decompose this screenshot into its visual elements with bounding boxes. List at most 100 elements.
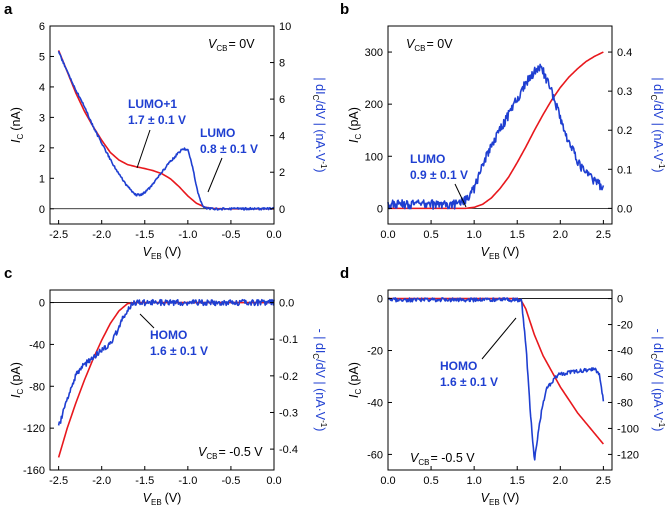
panel-c-axes: -2.5 -2.0 -1.5 -1.0 -0.5 0.0 0 -40 -80 -120 -160 0.… xyxy=(9,289,328,507)
panel-a-ytick-label: 5 xyxy=(39,51,45,63)
panel-b-y2tick-label: 0.2 xyxy=(617,125,632,137)
panel-b-y2tick-label: 0.4 xyxy=(617,47,632,59)
panel-c-y2label: - | dIC/dV | (nA·V-1) xyxy=(311,329,328,432)
panel-a-ytick-label: 2 xyxy=(39,143,45,155)
panel-d-plot xyxy=(387,297,612,461)
panel-c-ytick-label: -120 xyxy=(23,423,45,435)
panel-d-ytick-label: -20 xyxy=(367,346,383,358)
panel-b-axes: 0.0 0.5 1.0 1.5 2.0 2.5 0 100 200 300 0.0 0.1 0.2 0.3… xyxy=(347,25,666,261)
panel-b-vcb-label: VCB= 0V xyxy=(406,37,453,53)
panel-d-xtick-label: 2.0 xyxy=(553,475,568,487)
panel-b-series-derivative xyxy=(387,63,605,210)
panel-d: d 0.0 0.5 1.0 1.5 2.0 2.5 0 -20 -40 -60 0 -20 -40 -60… xyxy=(340,265,666,507)
panel-d-y2tick-label: -120 xyxy=(617,449,639,461)
panel-a-y2label: | dIC/dV | (nA·V-1) xyxy=(311,77,328,172)
panel-d-y2tick-label: -60 xyxy=(617,371,633,383)
panel-a-xtick-label: -2.5 xyxy=(49,229,68,241)
panel-b-xtick-label: 0.0 xyxy=(380,229,395,241)
panel-d-y2tick-label: -80 xyxy=(617,397,633,409)
panel-c-xtick-label: -2.0 xyxy=(92,475,111,487)
panel-c-ytick-label: -160 xyxy=(23,465,45,477)
panel-a-ytick-label: 0 xyxy=(39,204,45,216)
panel-c-vcb-label: VCB= -0.5 V xyxy=(198,445,263,461)
panel-a-xlabel: VEB (V) xyxy=(143,245,182,261)
panel-a-axes: -2.5 -2.0 -1.5 -1.0 -0.5 0.0 0 1 2 3 4 5 6 0 2 4 6 8 10 VEB… xyxy=(9,21,328,261)
panel-c-y2tick-label: 0.0 xyxy=(279,298,294,310)
panel-c-ytick-label: -80 xyxy=(29,381,45,393)
panel-letter-c: c xyxy=(4,265,12,282)
panel-b-annotation-lumo-title: LUMO xyxy=(410,152,445,166)
panel-a-frame xyxy=(49,25,275,225)
panel-b-xtick-label: 1.0 xyxy=(467,229,482,241)
panel-b-y2tick-label: 0.3 xyxy=(617,86,632,98)
panel-d-annotation-homo-pointer xyxy=(481,317,517,360)
panel-a-ytick-label: 6 xyxy=(39,21,45,33)
panel-a-xtick-label: 0.0 xyxy=(266,229,281,241)
panel-c-y2tick-label: -0.3 xyxy=(279,407,298,419)
panel-d-y2label: - | dIC/dV | (pA·V-1) xyxy=(649,329,666,432)
panel-a-y2tick-label: 2 xyxy=(279,167,285,179)
panel-a-y2tick-label: 10 xyxy=(279,21,291,33)
panel-c-xtick-label: -0.5 xyxy=(221,475,240,487)
panel-a-ytick-label: 4 xyxy=(39,82,45,94)
panel-c-frame xyxy=(49,289,275,471)
panel-d-xtick-label: 1.0 xyxy=(467,475,482,487)
panel-d-frame xyxy=(387,289,613,471)
panel-letter-b: b xyxy=(340,1,349,18)
panel-b-y2label: | dIC/dV | (nA·V-1) xyxy=(649,77,666,172)
panel-a-ylabel: IC(nA) xyxy=(9,107,25,143)
panel-a-ytick-label: 3 xyxy=(39,112,45,124)
panel-d-y2tick-label: -100 xyxy=(617,423,639,435)
panel-c-series-current xyxy=(57,301,274,458)
panel-c-annotation-homo-pointer xyxy=(139,313,155,329)
panel-c-y2tick-label: -0.1 xyxy=(279,334,298,346)
panel-a-xtick-label: -0.5 xyxy=(221,229,240,241)
panel-a-xtick-label: -2.0 xyxy=(92,229,111,241)
panel-b-xtick-label: 1.5 xyxy=(510,229,525,241)
panel-d-ytick-label: 0 xyxy=(377,294,383,306)
panel-a-annotation-lumo-title: LUMO xyxy=(200,126,235,140)
panel-b-ylabel: IC(pA) xyxy=(347,107,363,143)
panel-b-series-current xyxy=(388,51,604,210)
panel-a-series-current xyxy=(57,50,274,210)
panel-b-ytick-label: 100 xyxy=(365,151,383,163)
panel-d-series-derivative xyxy=(387,297,605,461)
panel-b-xtick-label: 0.5 xyxy=(423,229,438,241)
panel-d-annotation-homo-value: 1.6 ± 0.1 V xyxy=(440,375,498,389)
panel-a-plot xyxy=(50,50,275,211)
panel-a-y2tick-label: 6 xyxy=(279,94,285,106)
panel-b-plot xyxy=(387,51,612,210)
panel-a-annotation-lumo1-title: LUMO+1 xyxy=(128,97,177,111)
panel-b: b 0.0 0.5 1.0 1.5 2.0 2.501002003000.00.10.20… xyxy=(340,1,666,261)
panel-c-series-derivative xyxy=(57,298,275,426)
panel-a-annotation-lumo1-pointer xyxy=(136,129,151,169)
panel-a-annotation-lumo-pointer xyxy=(207,157,223,193)
panel-b-xtick-label: 2.0 xyxy=(553,229,568,241)
panel-c-xtick-label: -1.5 xyxy=(135,475,154,487)
panel-c-annotation-homo-title: HOMO xyxy=(150,328,187,342)
panel-c-xtick-label: 0.0 xyxy=(266,475,281,487)
panel-d-y2tick-label: -40 xyxy=(617,346,633,358)
panel-a-vcb-label: VCB= 0V xyxy=(208,37,255,53)
panel-d-axes: 0.0 0.5 1.0 1.5 2.0 2.5 0 -20 -40 -60 0 -20 -40 -60 -8… xyxy=(347,289,666,507)
panel-b-ytick-label: 300 xyxy=(365,47,383,59)
panel-d-y2tick-label: -20 xyxy=(617,320,633,332)
panel-c-xtick-label: -1.0 xyxy=(178,475,197,487)
panel-b-xtick-label: 2.5 xyxy=(596,229,611,241)
panel-a-annotation-lumo-value: 0.8 ± 0.1 V xyxy=(200,142,258,156)
panel-d-ylabel: IC(pA) xyxy=(347,362,363,398)
panel-c-xlabel: VEB (V) xyxy=(143,491,182,507)
panel-a: a -2.5 -2.0 -1.5 -1.0 -0.5 0.0 0 1 2 3 4 5 6 0 2 4 6 8 10 V… xyxy=(4,1,328,261)
panel-a-y2tick-label: 0 xyxy=(279,204,285,216)
panel-a-xtick-label: -1.0 xyxy=(178,229,197,241)
panel-b-ytick-label: 200 xyxy=(365,99,383,111)
panel-d-xtick-label: 0.0 xyxy=(380,475,395,487)
panel-b-ytick-label: 0 xyxy=(377,203,383,215)
panel-c-plot xyxy=(50,298,275,458)
panel-d-vcb-label: VCB= -0.5 V xyxy=(410,451,475,467)
panel-d-xtick-label: 1.5 xyxy=(510,475,525,487)
panel-letter-a: a xyxy=(4,1,13,18)
panel-d-xtick-label: 2.5 xyxy=(596,475,611,487)
panel-a-y2tick-label: 4 xyxy=(279,131,285,143)
